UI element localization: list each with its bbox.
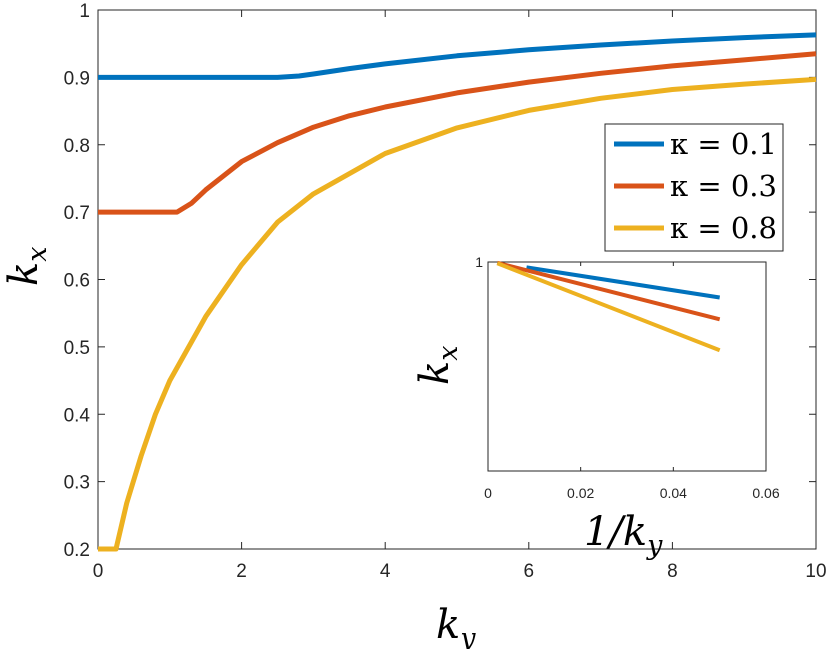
main-y-axis-label: kx: [1, 247, 53, 286]
main-x-ticks: 0 2 4 6 8 10: [93, 10, 827, 582]
legend-label: κ = 0.3: [670, 169, 777, 203]
legend-entry-kappa-0-3: κ = 0.3: [614, 169, 777, 203]
legend-entry-kappa-0-8: κ = 0.8: [614, 211, 777, 245]
y-tick-label: 0.4: [64, 405, 91, 426]
series-line-3: [496, 261, 721, 353]
inset-plot: 0 0.02 0.04 0.06 1 1/ky kx: [412, 254, 780, 561]
y-tick-label: 1: [475, 254, 483, 270]
inset-y-ticks: 1: [475, 254, 766, 270]
legend-entry-kappa-0-1: κ = 0.1: [614, 127, 777, 161]
series-line-2: [98, 51, 817, 215]
main-y-ticks: 0.2 0.3 0.4 0.5 0.6 0.7 0.8 0.9 1: [64, 1, 816, 561]
y-tick-label: 0.6: [64, 271, 90, 292]
y-tick-label: 0.9: [64, 68, 90, 89]
legend: κ = 0.1 κ = 0.3 κ = 0.8: [604, 123, 784, 252]
series-line-1: [98, 32, 817, 80]
series-line-3: [98, 76, 817, 552]
x-tick-label: 10: [805, 561, 826, 582]
x-tick-label: 0: [93, 561, 104, 582]
y-tick-label: 0.3: [64, 473, 90, 494]
series-line-2: [496, 260, 721, 322]
series-line-1: [526, 265, 721, 300]
x-tick-label: 0: [484, 485, 492, 501]
y-tick-label: 0.2: [64, 540, 90, 561]
inset-x-axis-label: 1/ky: [584, 509, 663, 561]
y-tick-label: 0.8: [64, 136, 90, 157]
main-x-axis-label: ky: [436, 602, 476, 649]
y-tick-label: 0.7: [64, 203, 90, 224]
inset-series-group: [496, 260, 721, 353]
x-tick-label: 8: [667, 561, 678, 582]
legend-label: κ = 0.8: [670, 211, 777, 245]
inset-plot-frame: [487, 261, 767, 472]
y-tick-label: 1: [79, 1, 90, 22]
inset-y-axis-label: kx: [412, 346, 464, 385]
x-tick-label: 0.06: [752, 485, 779, 501]
legend-label: κ = 0.1: [670, 127, 777, 161]
y-tick-label: 0.5: [64, 338, 90, 359]
x-tick-label: 4: [380, 561, 391, 582]
inset-x-ticks: 0 0.02 0.04 0.06: [484, 262, 780, 501]
x-tick-label: 0.02: [567, 485, 594, 501]
main-series-group: [98, 32, 817, 552]
x-tick-label: 6: [524, 561, 535, 582]
x-tick-label: 0.04: [660, 485, 687, 501]
x-tick-label: 2: [236, 561, 247, 582]
